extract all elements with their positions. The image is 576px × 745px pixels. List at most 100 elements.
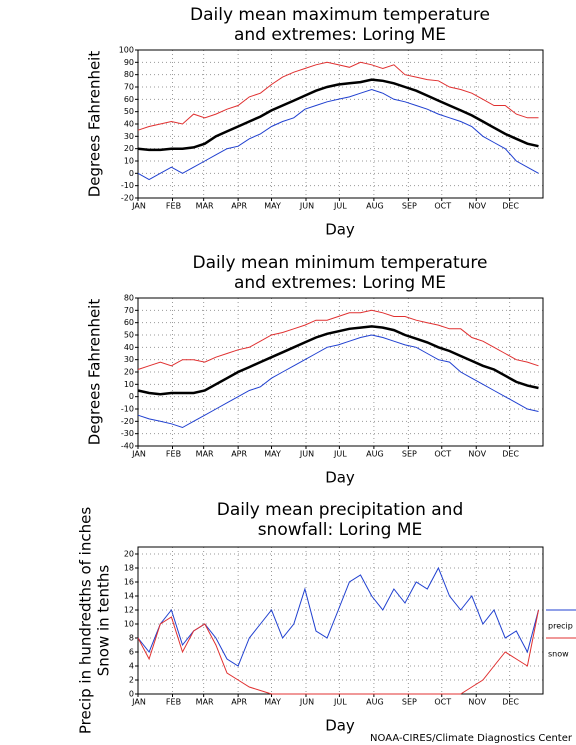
x-tick-label: DEC [502, 202, 519, 211]
legend-label: precip [548, 622, 573, 631]
x-tick-label: OCT [434, 202, 451, 211]
x-tick-label: AUG [366, 698, 384, 707]
x-tick-label: AUG [366, 450, 384, 459]
x-tick-label: SEP [402, 450, 417, 459]
y-tick-label: 18 [124, 564, 134, 573]
x-tick-label: APR [231, 698, 247, 707]
y-tick-label: 70 [124, 83, 134, 92]
x-tick-label: JUN [299, 202, 314, 211]
x-tick-label: JUN [299, 698, 314, 707]
x-tick-label: FEB [166, 698, 181, 707]
x-tick-label: NOV [468, 698, 486, 707]
y-tick-label: 0 [129, 690, 134, 699]
x-tick-label: NOV [468, 202, 486, 211]
y-tick-label: -30 [121, 429, 134, 438]
series-line [137, 61, 539, 131]
x-tick-label: NOV [468, 450, 486, 459]
y-tick-label: 10 [124, 620, 134, 629]
series-line [137, 309, 539, 370]
x-axis-label: Day [325, 221, 355, 239]
x-tick-label: DEC [502, 698, 519, 707]
y-tick-label: -10 [121, 405, 134, 414]
y-tick-label: 8 [129, 634, 134, 643]
x-tick-label: JAN [131, 202, 146, 211]
y-tick-label: 14 [124, 592, 134, 601]
y-tick-label: 40 [124, 343, 134, 352]
series-line [137, 566, 539, 667]
y-tick-label: 16 [124, 578, 134, 587]
x-tick-label: JAN [131, 698, 146, 707]
x-tick-label: AUG [366, 202, 384, 211]
plot-frame [137, 297, 544, 447]
x-tick-label: SEP [402, 202, 417, 211]
y-tick-label: 80 [124, 70, 134, 79]
y-tick-label: 30 [124, 132, 134, 141]
x-tick-label: MAY [264, 698, 281, 707]
y-tick-label: 50 [124, 331, 134, 340]
y-axis-label: Precip in hundredths of inches [77, 507, 95, 734]
y-tick-label: 6 [129, 648, 134, 657]
y-tick-label: 4 [129, 662, 134, 671]
x-tick-label: APR [231, 202, 247, 211]
chart-title: snowfall: Loring ME [258, 520, 423, 540]
y-tick-label: 10 [124, 157, 134, 166]
series-line [137, 609, 539, 695]
y-tick-label: 80 [124, 294, 134, 303]
y-tick-label: 12 [124, 606, 134, 615]
chart-title: Daily mean minimum temperature [193, 253, 488, 273]
x-tick-label: OCT [434, 698, 451, 707]
y-tick-label: -40 [121, 442, 134, 451]
y-tick-label: 30 [124, 355, 134, 364]
y-tick-label: 0 [129, 169, 134, 178]
chart-title: Daily mean precipitation and [217, 500, 464, 520]
chart-title: Daily mean maximum temperature [190, 5, 490, 25]
y-axis-label: Snow in tenths [95, 565, 113, 677]
y-axis-label: Degrees Fahrenheit [86, 51, 104, 198]
y-axis-label: Degrees Fahrenheit [86, 299, 104, 446]
x-tick-label: JUL [333, 202, 347, 211]
y-tick-label: -20 [121, 417, 134, 426]
chart-title: and extremes: Loring ME [234, 273, 446, 293]
plot-frame [137, 49, 544, 199]
legend-label: snow [548, 650, 569, 659]
x-tick-label: OCT [434, 450, 451, 459]
x-tick-label: JAN [131, 450, 146, 459]
y-tick-label: 60 [124, 95, 134, 104]
y-tick-label: 10 [124, 380, 134, 389]
chart-title: and extremes: Loring ME [234, 25, 446, 45]
y-tick-label: 2 [129, 676, 134, 685]
x-tick-label: JUL [333, 450, 347, 459]
x-tick-label: FEB [166, 202, 181, 211]
y-tick-label: 90 [124, 58, 134, 67]
x-tick-label: SEP [402, 698, 417, 707]
y-tick-label: 20 [124, 550, 134, 559]
x-tick-label: MAY [264, 202, 281, 211]
x-tick-label: APR [231, 450, 247, 459]
y-tick-label: 40 [124, 120, 134, 129]
y-tick-label: 0 [129, 392, 134, 401]
x-tick-label: MAR [196, 698, 214, 707]
x-tick-label: JUL [333, 698, 347, 707]
plot-frame [137, 546, 544, 695]
series-line [137, 78, 539, 152]
y-tick-label: 100 [119, 46, 134, 55]
y-tick-label: 50 [124, 107, 134, 116]
y-tick-label: 20 [124, 144, 134, 153]
footer: NOAA-CIRES/Climate Diagnostics Center [370, 733, 573, 744]
x-tick-label: DEC [502, 450, 519, 459]
series-line [137, 325, 539, 396]
y-tick-label: 60 [124, 318, 134, 327]
y-tick-label: -20 [121, 194, 134, 203]
series-line [137, 334, 539, 429]
x-tick-label: FEB [166, 450, 181, 459]
x-tick-label: JUN [299, 450, 314, 459]
x-axis-label: Day [325, 717, 355, 735]
x-tick-label: MAY [264, 450, 281, 459]
x-axis-label: Day [325, 469, 355, 487]
series-line [137, 88, 539, 181]
y-tick-label: -10 [121, 181, 134, 190]
